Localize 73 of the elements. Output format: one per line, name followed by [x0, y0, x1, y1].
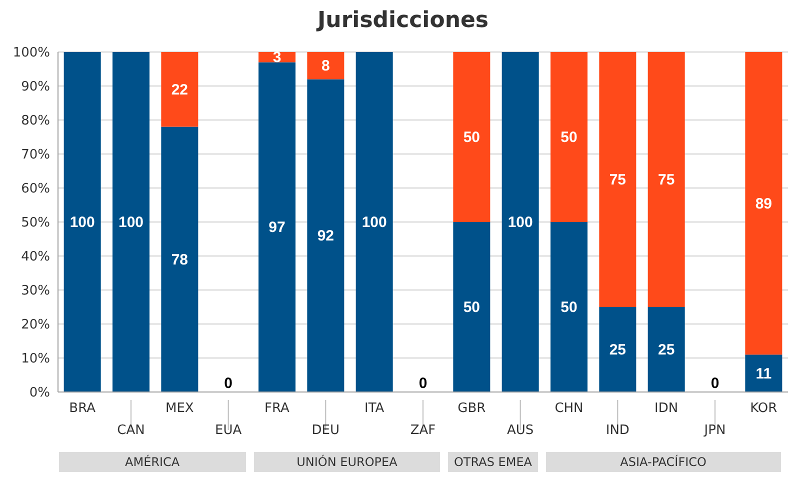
data-label: 0 — [418, 375, 428, 392]
x-tick-label: KOR — [750, 401, 778, 416]
data-label: 25 — [658, 342, 675, 358]
x-tick-label: ITA — [364, 401, 384, 416]
y-tick-label: 80% — [21, 114, 50, 129]
bar — [648, 307, 685, 392]
x-tick-label: FRA — [264, 401, 290, 416]
bar — [161, 52, 198, 127]
data-label: 100 — [70, 214, 95, 231]
y-tick-label: 10% — [21, 352, 50, 367]
text: UNIÓN EUROPEA — [254, 452, 440, 472]
x-tick-label: IND — [606, 423, 630, 438]
bar — [453, 52, 490, 222]
bar — [502, 52, 539, 392]
text: AMÉRICA — [59, 452, 246, 472]
y-tick-label: 100% — [12, 46, 50, 61]
bar — [648, 52, 685, 307]
data-label: 97 — [268, 219, 286, 236]
data-label: 78 — [171, 251, 188, 268]
x-tick-label: EUA — [215, 423, 242, 438]
y-tick-label: 50% — [21, 216, 50, 231]
data-label: 11 — [756, 365, 772, 382]
data-label: 25 — [609, 342, 626, 358]
bar — [745, 52, 782, 355]
x-tick-label: JPN — [703, 423, 726, 438]
data-label: 50 — [463, 129, 480, 146]
bar — [550, 52, 588, 222]
data-label: 0 — [710, 375, 720, 392]
y-tick-label: 60% — [21, 182, 50, 197]
bar — [599, 307, 636, 392]
bar — [453, 222, 490, 392]
x-tick-label: DEU — [312, 423, 340, 438]
x-tick-label: BRA — [69, 401, 96, 416]
x-tick-label: CAN — [117, 423, 145, 438]
x-tick-label: AUS — [506, 423, 534, 438]
data-label: 50 — [560, 129, 578, 146]
x-tick-label: CHN — [554, 401, 584, 416]
bar — [745, 354, 782, 392]
y-tick-label: 20% — [21, 318, 50, 333]
data-label: 0 — [224, 375, 233, 392]
bar — [64, 52, 101, 392]
data-label: 3 — [272, 49, 282, 66]
data-label: 100 — [118, 214, 144, 231]
bar — [258, 62, 296, 392]
bar — [161, 126, 198, 392]
data-label: 89 — [755, 195, 772, 212]
y-tick-label: 90% — [21, 80, 50, 95]
bar — [307, 79, 344, 392]
y-tick-label: 0% — [29, 386, 50, 401]
data-label: 50 — [560, 299, 578, 316]
data-label: 100 — [508, 214, 533, 231]
data-label: 50 — [463, 299, 480, 316]
data-label: 8 — [321, 58, 330, 75]
x-tick-label: IDN — [654, 401, 678, 416]
bar — [550, 222, 588, 392]
y-tick-label: 40% — [21, 250, 50, 265]
data-label: 75 — [658, 172, 675, 188]
x-tick-label: MEX — [165, 401, 194, 416]
bar — [356, 52, 393, 392]
chart-title: Jurisdicciones — [315, 8, 490, 35]
data-label: 75 — [609, 172, 626, 188]
bar — [599, 52, 636, 307]
x-tick-label: GBR — [458, 401, 486, 416]
data-label: 100 — [362, 214, 387, 231]
data-label: 22 — [171, 81, 188, 98]
bar — [307, 52, 344, 80]
text: OTRAS EMEA — [448, 452, 538, 472]
bar — [112, 52, 150, 392]
data-label: 92 — [317, 228, 334, 245]
x-tick-label: ZAF — [410, 423, 436, 438]
text: ASIA-PACÍFICO — [546, 452, 781, 472]
y-tick-label: 70% — [21, 148, 50, 163]
y-tick-label: 30% — [21, 284, 50, 299]
